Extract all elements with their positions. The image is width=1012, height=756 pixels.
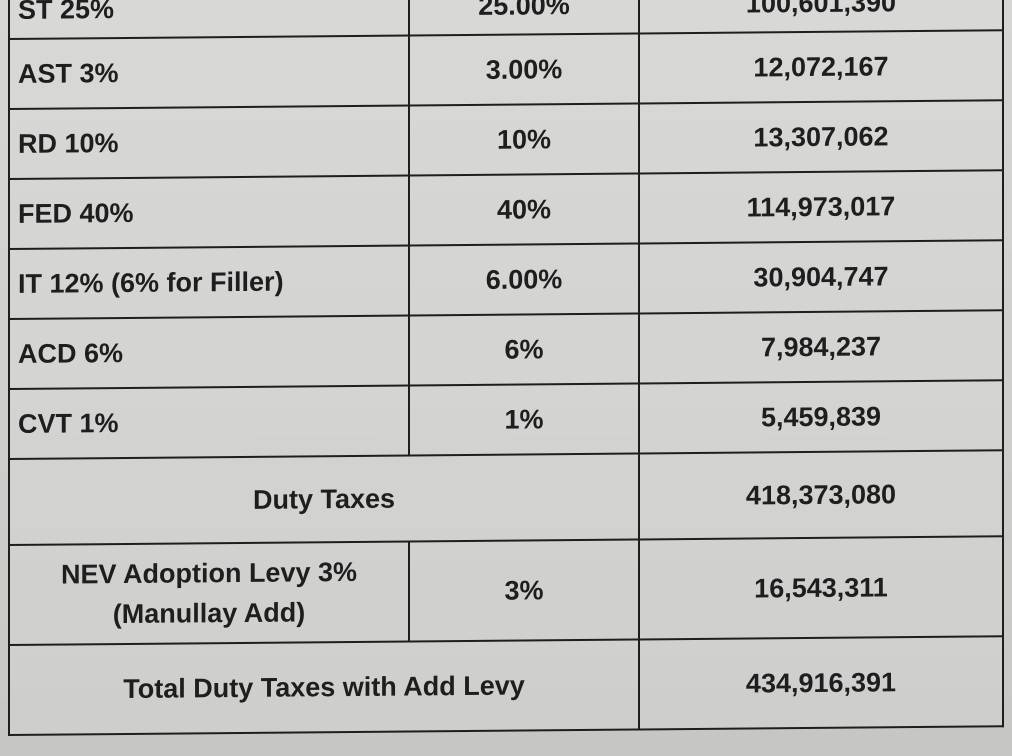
tax-amount: 7,984,237 — [639, 310, 1003, 384]
nev-levy-label-line1: NEV Adoption Levy 3% — [60, 556, 358, 590]
total-row: Total Duty Taxes with Add Levy 434,916,3… — [9, 636, 1003, 735]
table-row: IT 12% (6% for Filler) 6.00% 30,904,747 — [9, 240, 1003, 319]
tax-label: FED 40% — [9, 175, 409, 249]
nev-levy-rate: 3% — [409, 539, 639, 642]
nev-levy-label-line2: (Manullay Add) — [112, 597, 306, 630]
tax-rate: 1% — [409, 383, 639, 456]
tax-rate: 10% — [409, 103, 639, 176]
duty-taxes-label: Duty Taxes — [9, 453, 639, 545]
table-row: ACD 6% 6% 7,984,237 — [9, 310, 1003, 389]
table-row: CVT 1% 1% 5,459,839 — [9, 380, 1003, 459]
duty-taxes-amount: 418,373,080 — [639, 450, 1003, 540]
tax-amount: 30,904,747 — [639, 240, 1003, 314]
tax-rate: 25.00% — [409, 0, 639, 36]
tax-label: IT 12% (6% for Filler) — [9, 245, 409, 319]
table-row: FED 40% 40% 114,973,017 — [9, 170, 1003, 249]
tax-amount: 12,072,167 — [639, 30, 1003, 104]
duty-taxes-row: Duty Taxes 418,373,080 — [9, 450, 1003, 545]
tax-label: ST 25% — [9, 0, 409, 39]
tax-label: AST 3% — [9, 35, 409, 109]
tax-rate: 6.00% — [409, 243, 639, 316]
table-row: RD 10% 10% 13,307,062 — [9, 100, 1003, 179]
total-label: Total Duty Taxes with Add Levy — [9, 639, 639, 735]
tax-amount: 100,601,390 — [639, 0, 1003, 34]
nev-levy-row: NEV Adoption Levy 3% (Manullay Add) 3% 1… — [9, 536, 1003, 645]
tax-rate: 6% — [409, 313, 639, 386]
tax-label: RD 10% — [9, 105, 409, 179]
tax-amount: 13,307,062 — [639, 100, 1003, 174]
tax-amount: 114,973,017 — [639, 170, 1003, 244]
nev-levy-amount: 16,543,311 — [639, 536, 1003, 640]
table-row: AST 3% 3.00% 12,072,167 — [9, 30, 1003, 109]
tax-label: CVT 1% — [9, 385, 409, 459]
tax-rate: 3.00% — [409, 33, 639, 106]
duty-tax-table: ST 25% 25.00% 100,601,390 AST 3% 3.00% 1… — [8, 0, 1004, 736]
total-amount: 434,916,391 — [639, 636, 1003, 730]
tax-label: ACD 6% — [9, 315, 409, 389]
tax-amount: 5,459,839 — [639, 380, 1003, 454]
nev-levy-label: NEV Adoption Levy 3% (Manullay Add) — [9, 541, 409, 645]
tax-rate: 40% — [409, 173, 639, 246]
